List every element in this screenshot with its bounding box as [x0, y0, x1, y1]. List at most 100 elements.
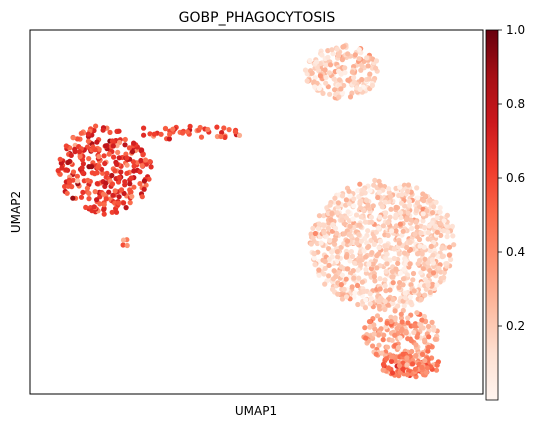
data-point [325, 54, 331, 60]
data-point [378, 326, 384, 332]
data-point [371, 234, 377, 241]
data-point [380, 223, 386, 229]
data-point [115, 149, 121, 155]
data-point [451, 242, 457, 248]
data-point [339, 193, 346, 199]
data-point [110, 143, 116, 149]
data-point [314, 240, 320, 247]
data-point [360, 187, 366, 193]
data-point [437, 209, 443, 215]
data-point [131, 184, 137, 190]
data-point [111, 154, 117, 160]
data-point [385, 220, 391, 226]
data-point [312, 84, 318, 90]
data-point [343, 253, 350, 259]
data-point [118, 187, 125, 193]
data-point [100, 170, 106, 176]
data-point [131, 140, 137, 146]
data-point [323, 80, 329, 86]
data-point [102, 160, 108, 167]
data-point [363, 297, 369, 303]
data-point [326, 70, 332, 76]
data-point [356, 275, 362, 281]
data-point [353, 212, 360, 218]
data-point [312, 261, 318, 268]
data-point [59, 165, 65, 171]
data-point [429, 257, 435, 263]
data-point [449, 223, 455, 229]
data-point [380, 337, 386, 343]
data-point [366, 261, 372, 267]
data-point [336, 77, 343, 83]
data-point [309, 70, 315, 76]
data-point [363, 254, 369, 260]
data-point [101, 202, 107, 208]
data-point [336, 68, 342, 74]
data-point [374, 253, 380, 259]
data-point [393, 212, 399, 218]
data-point [392, 308, 398, 314]
data-point [331, 76, 337, 82]
data-point [380, 361, 387, 367]
data-point [116, 155, 122, 161]
data-point [57, 156, 63, 162]
data-point [393, 223, 399, 229]
data-point [371, 331, 377, 337]
data-point [365, 202, 371, 208]
data-point [390, 280, 396, 286]
data-point [369, 250, 375, 256]
data-point [405, 182, 412, 188]
data-point [418, 296, 424, 303]
data-point [441, 218, 447, 224]
data-point [94, 181, 100, 187]
data-point [431, 327, 437, 333]
data-point [369, 219, 375, 225]
data-point [407, 239, 413, 245]
data-point [116, 194, 122, 200]
data-point [430, 252, 436, 258]
data-point [89, 170, 95, 176]
data-point [417, 243, 423, 249]
data-point [433, 223, 439, 230]
data-point [62, 183, 68, 190]
data-point [103, 180, 109, 186]
data-point [103, 143, 109, 149]
data-point [339, 272, 345, 278]
data-point [426, 223, 432, 229]
data-point [377, 276, 383, 282]
data-point [341, 286, 347, 292]
data-point [419, 351, 425, 357]
data-point [422, 358, 428, 364]
data-point [421, 198, 427, 204]
data-point [410, 270, 417, 277]
data-point [363, 266, 369, 273]
data-point [379, 204, 385, 210]
data-point [321, 230, 327, 236]
data-point [362, 305, 368, 311]
data-point [426, 344, 432, 350]
data-point [344, 266, 350, 272]
data-point [402, 295, 408, 301]
data-point [343, 276, 349, 282]
data-point [335, 291, 341, 297]
data-point [335, 254, 341, 260]
data-point [396, 363, 403, 369]
data-point [332, 225, 339, 231]
data-point [218, 133, 224, 140]
data-point [382, 277, 388, 283]
data-point [219, 130, 225, 136]
data-point [92, 189, 98, 195]
data-point [346, 201, 352, 207]
data-point [96, 154, 102, 160]
data-point [359, 279, 365, 285]
data-point [371, 182, 377, 188]
data-point [388, 354, 394, 360]
data-point [440, 228, 447, 234]
data-point [321, 222, 327, 228]
data-point [170, 126, 176, 132]
data-point [383, 268, 389, 274]
data-point [394, 325, 400, 332]
data-point [422, 292, 428, 298]
data-point [387, 214, 393, 220]
data-point [374, 265, 380, 271]
